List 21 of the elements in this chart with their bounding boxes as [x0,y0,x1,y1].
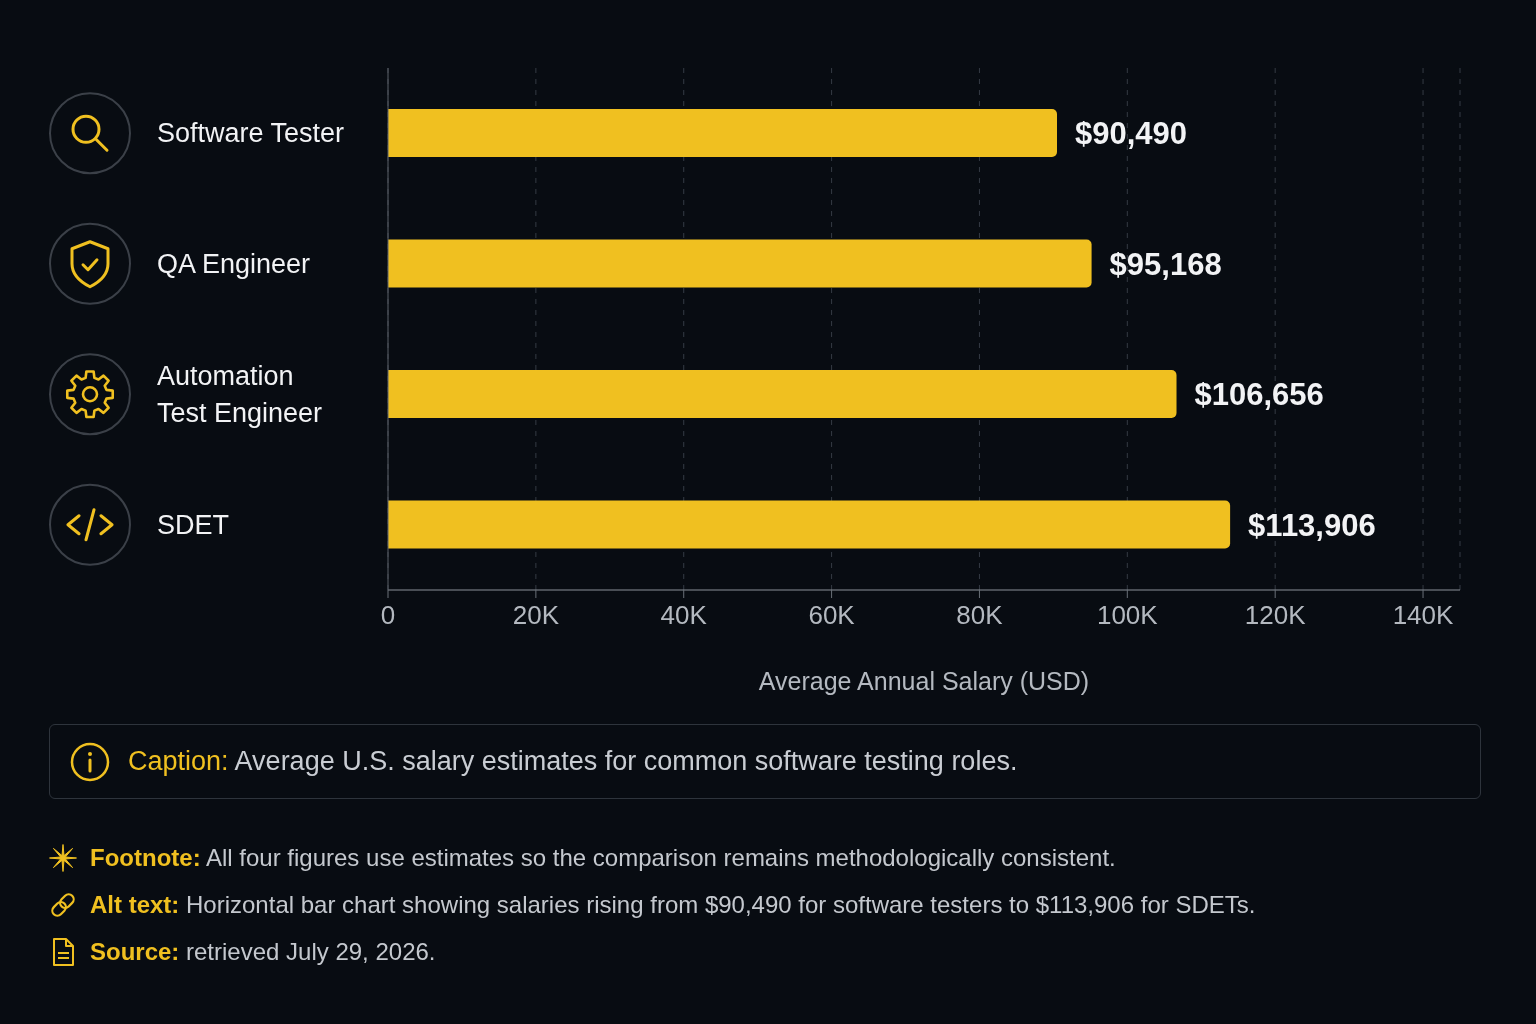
caption-box: Caption: Average U.S. salary estimates for common software testing roles. [49,724,1481,799]
text: Alt text: Horizontal bar chart showing salaries rising from $90,490 for software testers to $113,906 for SDETs. [90,891,1256,918]
x-tick-label: 60K [808,600,856,631]
data-label: $90,490 [1075,116,1188,152]
x-axis-title: Average Annual Salary (USD) [758,667,1090,695]
x-tick-label: 20K [512,600,560,631]
text: Footnote: All four figures use estimates so the comparison remains methodologically consistent. [90,844,1116,871]
y-tick-label: QA Engineer [157,248,311,279]
data-label: $106,656 [1194,377,1324,413]
x-tick-label: 40K [660,600,708,631]
y-tick-label: Software Tester [157,118,345,149]
x-tick-label: 100K [1096,600,1159,631]
y-tick-label: Automation Test Engineer [157,360,323,428]
y-tick-label: SDET [157,509,230,540]
x-tick-label: 120K [1244,600,1307,631]
source-note: Source: retrieved July 29, 2026. [90,938,436,965]
x-tick-label: 140K [1392,600,1455,631]
data-label: $113,906 [1248,507,1376,543]
x-tick-label: 0 [380,600,396,631]
x-tick-label: 80K [956,600,1004,631]
data-label: $95,168 [1109,246,1222,282]
